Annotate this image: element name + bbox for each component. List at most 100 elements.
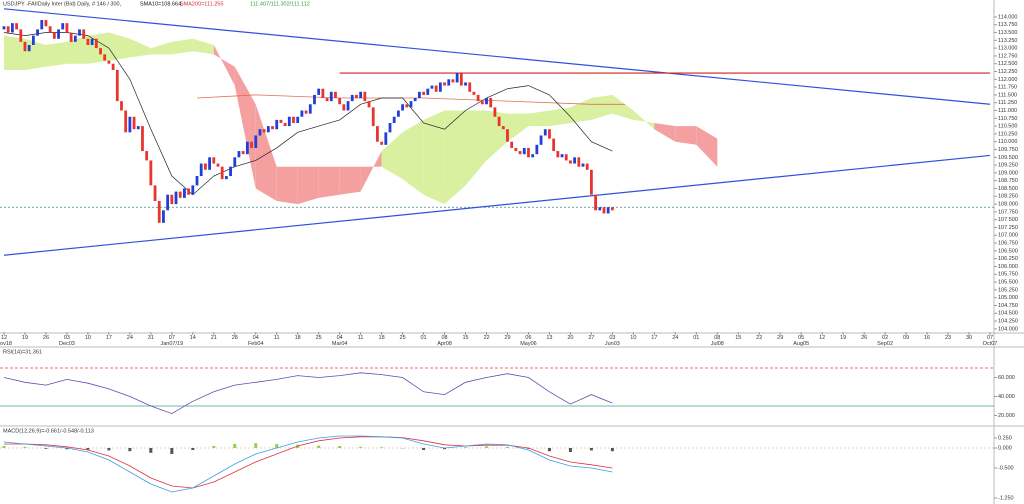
sma10-line [3,32,613,196]
y-tick-label: 106.000 [998,264,1018,270]
candle-body [183,188,186,198]
x-tick-label: 12 [1,335,7,341]
candle-body [447,79,451,86]
candle-body [489,98,493,108]
candle-body [590,169,593,195]
candle-body [300,110,304,117]
y-tick-label: 104.000 [998,326,1018,332]
month-label: Mar04 [332,341,348,347]
candle-body [174,191,178,205]
candle-body [417,91,421,99]
candle-body [15,23,18,30]
month-label: Sep02 [877,341,893,347]
candle-body [539,135,543,145]
cloud-segment [129,38,151,58]
candle-body [552,138,556,152]
candle-body [237,151,241,158]
x-tick-label: 03 [64,335,70,341]
y-tick-label: 113.000 [998,46,1017,52]
cloud-segment [654,123,676,142]
candle-body [342,104,346,111]
month-label: Oct07 [983,341,998,347]
cloud-segment [276,166,298,205]
candle-body [199,163,203,177]
month-label: Dec03 [59,341,75,347]
candle-body [36,29,39,36]
candle-body [506,129,509,142]
candle-body [128,116,132,133]
y-tick-label: 106.250 [998,256,1018,262]
candle-body [94,38,98,49]
candle-body [388,122,392,133]
y-tick-label: 111.000 [998,108,1017,114]
candle-body [531,154,535,158]
cloud-segment [633,110,655,130]
cloud-segment [507,113,529,142]
x-tick-label: 05 [798,335,804,341]
candle-body [560,154,564,158]
candle-body [371,107,375,127]
candle-body [610,207,614,211]
x-tick-label: 04 [253,335,259,341]
y-tick-label: 104.750 [998,303,1018,309]
y-tick-label: 109.250 [998,163,1018,169]
y-tick-label: 105.000 [998,295,1018,301]
month-label: Jan07/19 [161,341,184,347]
ohlc-label: 111.407/111.302/111.112 [250,1,310,7]
y-tick-label: 110.500 [998,124,1017,130]
candle-body [19,29,23,42]
x-tick-label: 07 [987,335,993,341]
macd-histogram-bar [317,445,321,448]
cloud-segment [213,45,235,86]
macd-macd-line [3,435,613,493]
candle-body [313,94,316,105]
candle-body [195,176,199,186]
y-tick-label: 20.000 [998,413,1015,419]
x-tick-label: 08 [441,335,447,341]
macd-histogram-bar [485,446,489,448]
candle-body [65,23,69,33]
macd-histogram-bar [254,443,258,448]
candle-body [52,32,56,39]
candle-body [27,44,31,52]
x-tick-label: 09 [903,335,909,341]
candle-body [422,91,425,95]
x-tick-label: 28 [232,335,238,341]
macd-histogram-bar [23,446,27,448]
candle-body [162,210,165,223]
trendline [3,154,991,256]
candle-body [203,163,207,170]
x-tick-label: 20 [567,335,573,341]
y-tick-label: 113.750 [998,22,1017,28]
x-tick-label: 02 [882,335,888,341]
y-tick-label: 106.750 [998,241,1018,247]
x-tick-label: 31 [148,335,154,341]
candle-body [569,160,572,164]
candle-body [548,129,551,139]
candle-body [57,29,60,39]
x-tick-label: 19 [22,335,28,341]
y-tick-label: 109.750 [998,147,1018,153]
candle-body [480,101,484,105]
candle-body [178,191,182,198]
y-tick-label: 113.250 [998,38,1017,44]
x-tick-label: 26 [861,335,867,341]
cloud-segment [255,104,277,201]
x-tick-label: 19 [840,335,846,341]
y-tick-label: 105.250 [998,287,1018,293]
candle-body [82,29,86,39]
candle-body [103,54,107,61]
cloud-segment [171,38,193,55]
macd-histogram-bar [65,448,69,450]
macd-histogram-bar [610,448,614,452]
macd-histogram-bar [275,444,279,448]
y-tick-label: 107.750 [998,209,1018,215]
candle-body [397,110,400,117]
y-tick-label: 60.000 [998,375,1015,381]
macd-histogram-bar [170,448,174,454]
macd-histogram-bar [107,448,111,451]
candle-body [187,188,191,195]
candle-body [124,110,128,133]
candle-body [86,38,90,45]
